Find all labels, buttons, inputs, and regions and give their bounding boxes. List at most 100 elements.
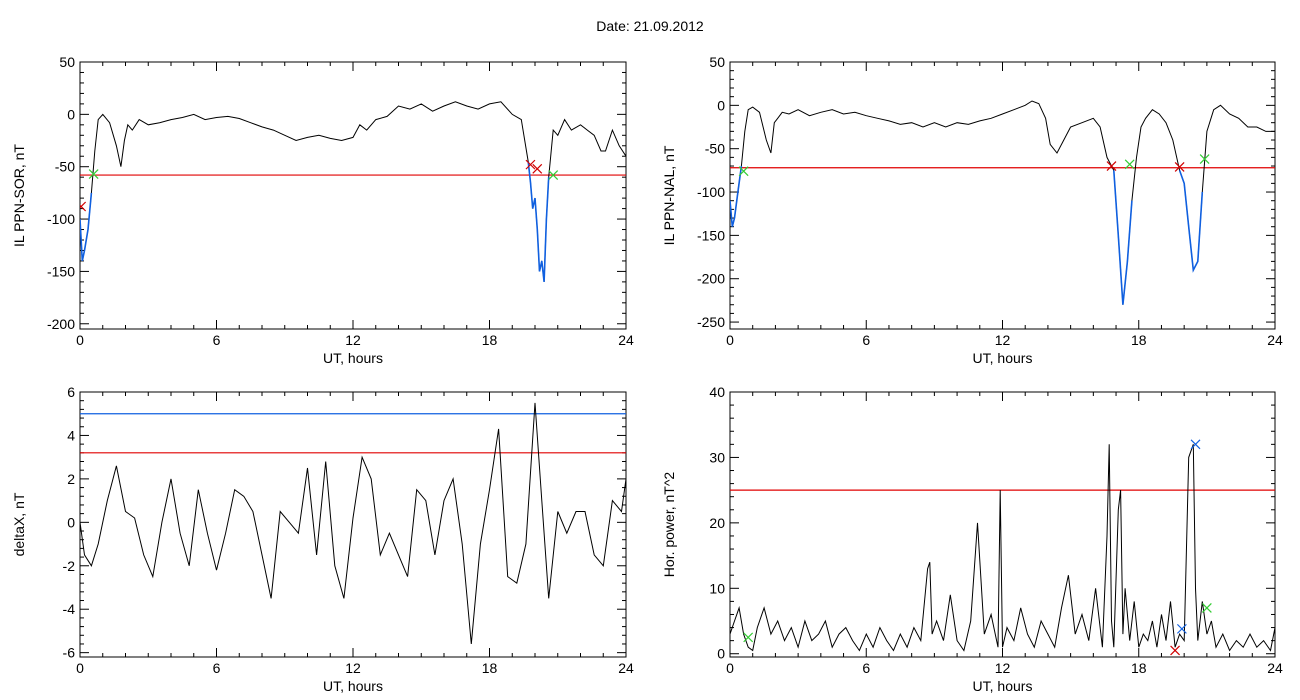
x-tick-label: 12 — [345, 332, 361, 348]
marker-green — [1201, 603, 1212, 613]
marker-stroke — [738, 166, 749, 177]
y-tick-label: 30 — [709, 449, 725, 465]
y-tick-label: 50 — [709, 54, 725, 70]
y-tick-label: 0 — [717, 646, 725, 662]
y-tick-label: 0 — [717, 97, 725, 113]
marker-green — [1199, 154, 1210, 165]
y-axis-label: Hor. power, nT^2 — [661, 472, 677, 578]
x-tick-label: 0 — [726, 332, 734, 348]
plot-area — [80, 402, 626, 645]
marker-stroke — [1106, 161, 1117, 171]
marker-red — [532, 163, 543, 174]
y-tick-label: -6 — [63, 645, 76, 661]
event-overlay-line — [1113, 170, 1133, 305]
plot-frame — [79, 61, 627, 330]
x-tick-label: 6 — [862, 660, 870, 676]
marker-stroke — [1124, 159, 1135, 170]
event-overlay-line — [527, 161, 550, 282]
marker-red — [1106, 161, 1117, 171]
y-tick-label: 6 — [67, 384, 75, 400]
marker-green — [743, 632, 754, 643]
y-tick-label: -50 — [55, 159, 75, 175]
y-tick-label: -2 — [63, 558, 76, 574]
x-axis-label: UT, hours — [323, 350, 383, 366]
series-line — [80, 101, 626, 282]
y-tick-label: -100 — [47, 211, 75, 227]
x-tick-label: 0 — [76, 332, 84, 348]
x-tick-label: 0 — [76, 660, 84, 676]
x-tick-label: 18 — [482, 332, 498, 348]
marker-green — [548, 170, 559, 181]
x-tick-label: 18 — [1131, 332, 1147, 348]
x-tick-label: 12 — [995, 332, 1011, 348]
y-tick-label: -100 — [697, 184, 725, 200]
marker-blue — [1176, 623, 1187, 634]
marker-red — [1174, 161, 1185, 172]
event-overlay-line — [80, 192, 93, 262]
y-tick-label: 50 — [59, 54, 75, 70]
y-tick-label: 0 — [67, 106, 75, 122]
x-tick-label: 0 — [726, 660, 734, 676]
marker-stroke — [1190, 439, 1201, 450]
marker-green — [88, 169, 99, 179]
y-tick-label: -150 — [47, 263, 75, 279]
x-tick-label: 24 — [618, 660, 634, 676]
marker-stroke — [80, 201, 87, 209]
marker-blue — [1190, 439, 1201, 450]
y-axis-label: IL PPN-NAL, nT — [661, 145, 677, 245]
x-tick-label: 12 — [995, 660, 1011, 676]
x-axis-label: UT, hours — [973, 678, 1033, 694]
y-tick-label: 20 — [709, 515, 725, 531]
chart-panel-deltax: 0 6 12 18 24 6 4 2 0 -2 -4 -6 UT, hours deltaX, nT — [11, 384, 634, 694]
marker-green — [1124, 159, 1135, 170]
y-tick-label: 40 — [709, 384, 725, 400]
x-tick-label: 24 — [1267, 332, 1283, 348]
chart-panel-nal: 0 6 12 18 24 50 0 -50 -100 -150 -200 -250 UT, hours I… — [661, 54, 1283, 366]
chart-panel-power: 0 6 12 18 24 40 30 20 10 0 UT, hours Hor. power, nT… — [661, 384, 1283, 694]
series-line — [730, 444, 1275, 652]
series-line — [730, 100, 1275, 305]
y-tick-label: -200 — [697, 271, 725, 287]
x-tick-label: 18 — [482, 660, 498, 676]
x-tick-label: 12 — [345, 660, 361, 676]
event-overlay-line — [730, 165, 743, 227]
x-axis-label: UT, hours — [323, 678, 383, 694]
plot-area — [730, 100, 1275, 305]
y-tick-label: -150 — [697, 227, 725, 243]
y-tick-label: 4 — [67, 427, 75, 443]
marker-stroke — [1174, 161, 1185, 172]
plot-frame — [729, 61, 1276, 330]
x-tick-label: 18 — [1131, 660, 1147, 676]
series-line — [80, 402, 626, 645]
chart-panel-sor: 0 6 12 18 24 50 0 -50 -100 -150 -200 UT, hours IL PP… — [11, 54, 634, 366]
marker-stroke — [1170, 645, 1181, 656]
x-tick-label: 6 — [213, 660, 221, 676]
marker-stroke — [532, 163, 543, 174]
marker-stroke — [88, 169, 99, 179]
x-tick-label: 6 — [213, 332, 221, 348]
event-overlay-line — [1178, 170, 1204, 273]
y-tick-label: -4 — [63, 601, 76, 617]
y-tick-label: -250 — [697, 314, 725, 330]
marker-red — [1170, 645, 1181, 656]
plot-area — [80, 101, 626, 282]
x-axis-label: UT, hours — [973, 350, 1033, 366]
marker-stroke — [743, 632, 754, 643]
y-tick-label: 0 — [67, 514, 75, 530]
marker-stroke — [1176, 623, 1187, 634]
y-axis-label: IL PPN-SOR, nT — [11, 144, 27, 247]
x-tick-label: 24 — [618, 332, 634, 348]
y-tick-label: 2 — [67, 471, 75, 487]
y-tick-label: -200 — [47, 316, 75, 332]
marker-stroke — [1199, 154, 1210, 165]
x-tick-label: 6 — [862, 332, 870, 348]
y-tick-label: 10 — [709, 580, 725, 596]
marker-green — [738, 166, 749, 177]
marker-stroke — [1201, 603, 1212, 613]
marker-stroke — [525, 159, 536, 170]
y-axis-label: deltaX, nT — [11, 492, 27, 556]
y-tick-label: -50 — [705, 141, 725, 157]
x-tick-label: 24 — [1267, 660, 1283, 676]
marker-red — [525, 159, 536, 170]
